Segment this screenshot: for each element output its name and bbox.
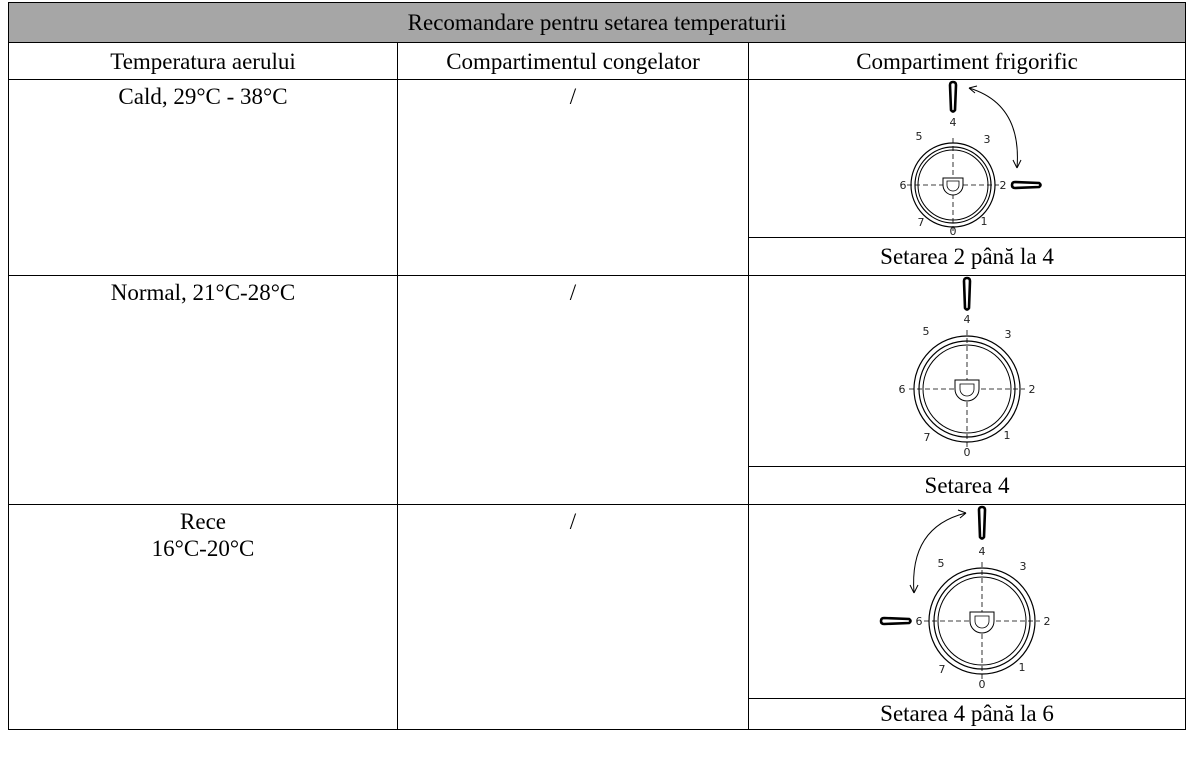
dial-number-3: 3 — [984, 133, 991, 146]
fridge-cell: 0 1 2 3 4 5 6 7 Setarea 2 până la 4 — [747, 79, 1187, 276]
dial-number-5: 5 — [923, 325, 930, 338]
dial-number-0: 0 — [964, 446, 971, 459]
dial-number-1: 1 — [1004, 429, 1011, 442]
dial-number-6: 6 — [916, 615, 923, 628]
header-air-temperature: Temperatura aerului — [8, 42, 398, 80]
air-temperature-text: Cald, 29°C - 38°C — [118, 84, 288, 109]
fridge-cell: 0 1 2 3 4 5 6 7 Setarea 4 — [747, 275, 1187, 505]
table-row: Rece 16°C-20°C / — [8, 504, 1187, 730]
dial-number-1: 1 — [981, 215, 988, 228]
table-title-row: Recomandare pentru setarea temperaturii — [7, 2, 1187, 43]
thermostat-dial-icon: 0 1 2 3 4 5 6 7 — [899, 276, 1036, 459]
dial-number-7: 7 — [924, 431, 931, 444]
dial-number-2: 2 — [1000, 179, 1007, 192]
dial-number-5: 5 — [938, 557, 945, 570]
air-temperature-cell: Rece 16°C-20°C — [8, 504, 398, 730]
table-title: Recomandare pentru setarea temperaturii — [7, 2, 1187, 43]
table-header-row: Temperatura aerului Compartimentul conge… — [8, 42, 1187, 80]
fridge-setting-text: Setarea 4 — [749, 466, 1186, 504]
air-temperature-text-2: 16°C-20°C — [151, 536, 255, 561]
freezer-cell: / — [397, 79, 749, 276]
dial-number-4: 4 — [950, 116, 957, 129]
dial-number-7: 7 — [939, 663, 946, 676]
air-temperature-text: Normal, 21°C-28°C — [110, 280, 296, 305]
thermostat-dial-icon: 0 1 2 3 4 5 6 7 — [900, 80, 1042, 237]
dial-number-6: 6 — [899, 383, 906, 396]
thermostat-dial-figure: 0 1 2 3 4 5 6 7 — [749, 276, 1185, 466]
fridge-setting-text: Setarea 2 până la 4 — [749, 237, 1186, 275]
fridge-setting-text: Setarea 4 până la 6 — [749, 698, 1186, 729]
freezer-cell: / — [397, 275, 749, 505]
dial-number-0: 0 — [950, 225, 957, 237]
header-freezer: Compartimentul congelator — [397, 42, 749, 80]
dial-number-5: 5 — [916, 130, 923, 143]
freezer-cell: / — [397, 504, 749, 730]
dial-number-3: 3 — [1005, 328, 1012, 341]
header-fridge: Compartiment frigorific — [747, 42, 1187, 80]
dial-number-7: 7 — [918, 216, 925, 229]
thermostat-dial-icon: 0 1 2 3 4 5 6 7 — [879, 505, 1051, 691]
air-temperature-cell: Normal, 21°C-28°C — [8, 275, 398, 505]
thermostat-dial-figure: 0 1 2 3 4 5 6 7 — [749, 80, 1185, 237]
table-row: Cald, 29°C - 38°C / — [8, 79, 1187, 276]
dial-number-4: 4 — [964, 313, 971, 326]
dial-number-3: 3 — [1020, 560, 1027, 573]
dial-number-2: 2 — [1044, 615, 1051, 628]
thermostat-dial-figure: 0 1 2 3 4 5 6 7 — [749, 505, 1185, 698]
dial-number-0: 0 — [979, 678, 986, 691]
dial-number-1: 1 — [1019, 661, 1026, 674]
air-temperature-cell: Cald, 29°C - 38°C — [8, 79, 398, 276]
dial-number-2: 2 — [1029, 383, 1036, 396]
air-temperature-text: Rece — [180, 509, 226, 534]
dial-number-6: 6 — [900, 179, 907, 192]
fridge-cell: 0 1 2 3 4 5 6 7 Setarea 4 până la 6 — [747, 504, 1187, 730]
temperature-recommendation-table: Recomandare pentru setarea temperaturii … — [7, 2, 1187, 730]
table-row: Normal, 21°C-28°C / 0 1 — [8, 275, 1187, 505]
dial-number-4: 4 — [979, 545, 986, 558]
